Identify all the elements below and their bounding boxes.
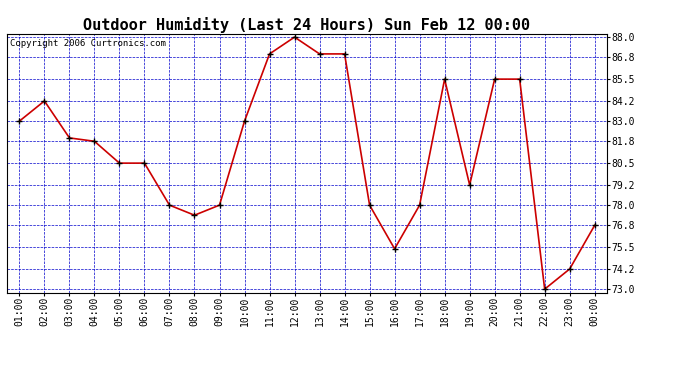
Text: Copyright 2006 Curtronics.com: Copyright 2006 Curtronics.com [10, 39, 166, 48]
Title: Outdoor Humidity (Last 24 Hours) Sun Feb 12 00:00: Outdoor Humidity (Last 24 Hours) Sun Feb… [83, 16, 531, 33]
